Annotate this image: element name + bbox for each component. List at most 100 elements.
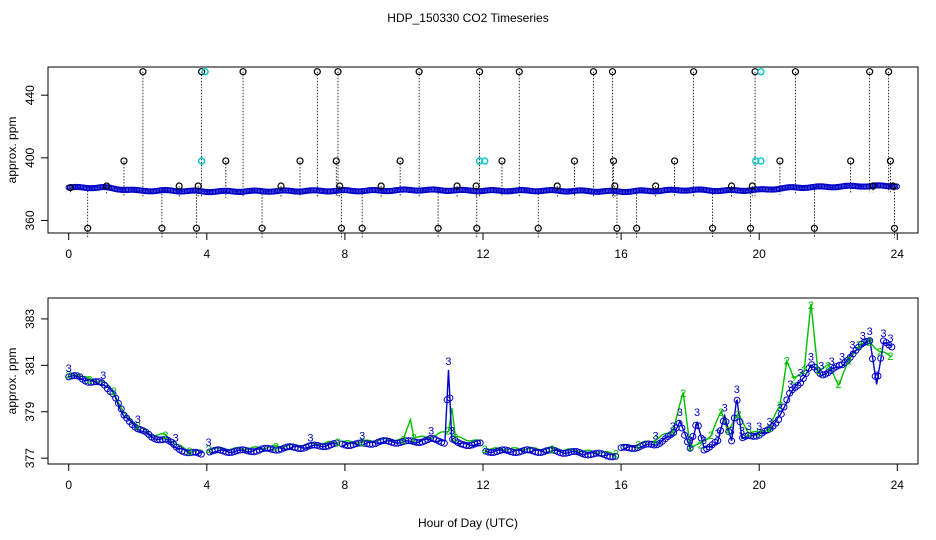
bottom-label-series-2: 2 — [359, 437, 365, 449]
bottom-label-series-2: 2 — [708, 430, 714, 442]
top-flag-point — [869, 182, 877, 190]
top-flag-point — [776, 157, 784, 165]
top-flag-point — [885, 68, 893, 76]
top-panel: 0 4 8 12 16 20 24 360 400 440 approx. ppm — [5, 66, 919, 261]
bottom-line-series-3 — [68, 337, 892, 457]
top-flag-point — [296, 157, 304, 165]
bottom-marker-series-3 — [474, 439, 481, 447]
bottom-label-series-2: 2 — [687, 442, 693, 454]
top-outlier-point — [752, 157, 760, 165]
bottom-label-series-2: 2 — [697, 439, 703, 451]
top-x-tick-label: 24 — [891, 247, 905, 261]
bottom-label-series-3: 3 — [701, 435, 707, 447]
top-flag-point — [498, 157, 506, 165]
bottom-marker-series-3 — [866, 337, 874, 345]
bottom-label-series-3: 3 — [173, 433, 179, 445]
bottom-y-tick-label: 381 — [23, 355, 37, 375]
bottom-marker-series-3 — [612, 452, 620, 460]
top-flag-point — [689, 68, 698, 76]
bottom-label-series-2: 2 — [766, 423, 772, 435]
top-flag-point — [472, 182, 480, 190]
top-flag-point — [334, 68, 342, 76]
bottom-y-tick-label: 383 — [23, 309, 37, 329]
bottom-marker-series-3 — [440, 439, 448, 447]
bottom-label-series-2: 2 — [549, 444, 555, 456]
bottom-marker-series-3 — [783, 396, 791, 404]
top-flag-point — [396, 157, 404, 165]
bottom-marker-series-3 — [728, 437, 736, 445]
bottom-label-series-2: 2 — [86, 374, 92, 386]
top-flag-point — [748, 182, 756, 190]
figure-title: HDP_150330 CO2 Timeseries — [387, 11, 548, 25]
bottom-label-series-3: 3 — [722, 402, 728, 414]
top-flag-point — [553, 182, 561, 190]
bottom-label-series-3: 3 — [756, 421, 762, 433]
bottom-label-series-3: 3 — [777, 402, 783, 414]
top-flag-point — [671, 157, 679, 165]
bottom-label-series-2: 2 — [680, 388, 686, 400]
bottom-x-tick-label: 0 — [65, 478, 72, 492]
bottom-label-series-2: 2 — [877, 346, 883, 358]
bottom-label-series-3: 3 — [135, 414, 141, 426]
bottom-label-series-3: 3 — [66, 363, 72, 375]
bottom-x-tick-label: 4 — [203, 478, 210, 492]
bottom-label-series-3: 3 — [746, 421, 752, 433]
bottom-label-series-2: 2 — [273, 442, 279, 454]
bottom-marker-series-3 — [730, 414, 738, 422]
bottom-label-series-3: 3 — [100, 370, 106, 382]
top-flag-point — [609, 157, 618, 165]
top-flag-point — [192, 224, 201, 232]
bottom-y-axis: 377 379 381 383 — [23, 309, 48, 468]
bottom-marker-series-3 — [117, 405, 125, 413]
bottom-marker-series-3 — [686, 444, 694, 452]
bottom-marker-series-3 — [330, 440, 338, 448]
top-y-tick-label: 400 — [23, 147, 37, 167]
top-x-tick-label: 4 — [203, 247, 210, 261]
bottom-label-series-2: 2 — [815, 365, 821, 377]
bottom-marker-series-3 — [877, 354, 885, 362]
top-outlier-point — [757, 67, 765, 76]
top-flag-point — [434, 224, 442, 232]
bottom-label-series-2: 2 — [452, 432, 458, 444]
top-panel-frame — [47, 66, 919, 234]
bottom-x-tick-label: 24 — [891, 478, 905, 492]
bottom-marker-series-3 — [780, 403, 788, 411]
bottom-label-series-2: 2 — [756, 428, 762, 440]
top-flag-point — [886, 157, 894, 165]
bottom-x-tick-label: 8 — [342, 478, 349, 492]
bottom-label-series-3: 3 — [694, 407, 700, 419]
top-flag-point — [613, 224, 621, 232]
top-flag-point — [377, 182, 385, 190]
top-flag-point — [415, 68, 423, 76]
bottom-marker-series-3 — [752, 432, 760, 440]
top-flag-point — [890, 224, 899, 232]
top-baseline-marker — [893, 183, 900, 190]
bottom-label-series-2: 2 — [825, 360, 831, 372]
bottom-label-series-2: 2 — [801, 365, 807, 377]
bottom-label-series-2: 2 — [808, 300, 814, 312]
bottom-label-series-2: 2 — [111, 386, 117, 398]
bottom-marker-series-3 — [871, 372, 879, 380]
bottom-label-series-2: 2 — [867, 337, 873, 349]
top-drop-lines — [70, 71, 895, 238]
bottom-label-series-3: 3 — [449, 426, 455, 438]
bottom-label-series-2: 2 — [135, 421, 141, 433]
bottom-label-series-2: 2 — [784, 356, 790, 368]
top-flag-point — [198, 68, 206, 76]
top-flag-point — [194, 182, 202, 190]
top-y-axis: 360 400 440 — [23, 85, 48, 230]
bottom-marker-series-3 — [681, 431, 689, 439]
top-flag-point — [473, 224, 481, 232]
bottom-label-series-3: 3 — [729, 426, 735, 438]
bottom-label-series-3: 3 — [670, 421, 676, 433]
bottom-marker-series-3 — [476, 439, 484, 447]
bottom-label-series-2: 2 — [887, 351, 893, 363]
bottom-marker-series-3 — [714, 437, 722, 445]
top-y-tick-label: 440 — [23, 85, 37, 105]
top-outlier-point — [475, 157, 484, 165]
top-flag-point — [589, 68, 598, 76]
top-outlier-point — [201, 67, 209, 76]
bottom-label-series-3: 3 — [734, 384, 740, 396]
bottom-marker-series-3 — [835, 361, 843, 369]
